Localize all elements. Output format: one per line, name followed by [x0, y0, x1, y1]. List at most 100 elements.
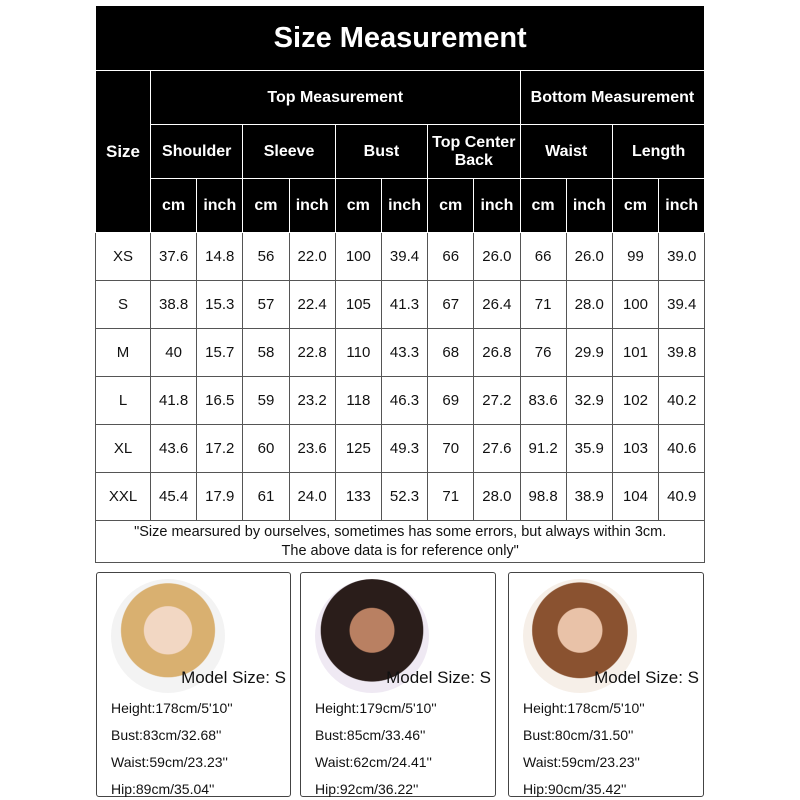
model-detail: Hip:92cm/36.22''	[315, 781, 419, 797]
cell: 17.2	[196, 424, 244, 473]
cell: 40.2	[658, 376, 706, 425]
cell: 49.3	[380, 424, 429, 473]
group-row: Size Top Measurement Bottom Measurement	[95, 70, 706, 233]
cell: 26.0	[473, 232, 521, 281]
column-header: Sleeve	[242, 124, 336, 179]
title-row: Size Measurement	[94, 5, 706, 71]
cell: 52.3	[380, 472, 429, 521]
size-header: Size	[95, 70, 151, 233]
cell: 105	[334, 280, 382, 329]
data-row: XL 43.6 17.2 60 23.6 125 49.3 70 27.6 91.2 35.9 103…	[95, 424, 706, 473]
cell: 66	[519, 232, 567, 281]
cell: 28.0	[565, 280, 613, 329]
cell: 41.3	[380, 280, 429, 329]
size-label: XS	[95, 232, 151, 281]
cell: 24.0	[288, 472, 336, 521]
data-row: S 38.8 15.3 57 22.4 105 41.3 67 26.4 71 28.0 100 39.…	[95, 280, 706, 329]
cell: 26.4	[473, 280, 521, 329]
model-size: Model Size: S	[594, 668, 699, 687]
model-size: Model Size: S	[386, 668, 491, 687]
size-label: S	[95, 280, 151, 329]
model-detail: Bust:80cm/31.50''	[523, 727, 634, 743]
cell: 22.4	[288, 280, 336, 329]
cell: 76	[519, 328, 567, 377]
cell: 28.0	[473, 472, 521, 521]
model-card: Model Size: S Height:179cm/5'10'' Bust:85c…	[300, 572, 496, 797]
model-detail: Waist:59cm/23.23''	[523, 754, 640, 770]
model-detail: Bust:83cm/32.68''	[111, 727, 222, 743]
cell: 38.9	[565, 472, 613, 521]
unit-header: cm	[611, 178, 660, 233]
cell: 57	[242, 280, 290, 329]
cell: 23.6	[288, 424, 336, 473]
note-row: "Size mearsured by ourselves, sometimes …	[94, 520, 706, 563]
cell: 41.8	[149, 376, 198, 425]
cell: 15.7	[196, 328, 244, 377]
note: "Size mearsured by ourselves, sometimes …	[94, 520, 706, 563]
cell: 100	[611, 280, 660, 329]
size-label: M	[95, 328, 151, 377]
group-header: Bottom Measurement	[519, 70, 706, 125]
cell: 27.6	[473, 424, 521, 473]
data-row: L 41.8 16.5 59 23.2 118 46.3 69 27.2 83.6 32.9 102 4…	[95, 376, 706, 425]
model-detail: Height:179cm/5'10''	[315, 700, 437, 716]
cell: 61	[242, 472, 290, 521]
cell: 38.8	[149, 280, 198, 329]
cell: 59	[242, 376, 290, 425]
cell: 39.4	[380, 232, 429, 281]
cell: 68	[427, 328, 475, 377]
unit-header: inch	[288, 178, 336, 233]
cell: 104	[611, 472, 660, 521]
data-row: XXL 45.4 17.9 61 24.0 133 52.3 71 28.0 98.8 38.9 10…	[95, 472, 706, 521]
cell: 40	[149, 328, 198, 377]
cell: 118	[334, 376, 382, 425]
unit-header: inch	[565, 178, 613, 233]
cell: 69	[427, 376, 475, 425]
unit-header: cm	[242, 178, 290, 233]
cell: 58	[242, 328, 290, 377]
cell: 14.8	[196, 232, 244, 281]
unit-header: cm	[519, 178, 567, 233]
model-detail: Height:178cm/5'10''	[111, 700, 233, 716]
cell: 102	[611, 376, 660, 425]
unit-header: inch	[658, 178, 706, 233]
cell: 56	[242, 232, 290, 281]
size-label: XL	[95, 424, 151, 473]
cell: 91.2	[519, 424, 567, 473]
size-table: Size Measurement Size Top Measurement Botto…	[94, 5, 706, 563]
column-header: Shoulder	[149, 124, 244, 179]
cell: 15.3	[196, 280, 244, 329]
cell: 45.4	[149, 472, 198, 521]
cell: 27.2	[473, 376, 521, 425]
cell: 125	[334, 424, 382, 473]
cell: 100	[334, 232, 382, 281]
column-header: Bust	[334, 124, 429, 179]
cell: 39.0	[658, 232, 706, 281]
cell: 71	[427, 472, 475, 521]
size-label: L	[95, 376, 151, 425]
unit-header: cm	[427, 178, 475, 233]
model-size: Model Size: S	[181, 668, 286, 687]
cell: 40.6	[658, 424, 706, 473]
model-detail: Waist:59cm/23.23''	[111, 754, 228, 770]
unit-header: inch	[473, 178, 521, 233]
model-photo	[111, 579, 225, 693]
cell: 22.8	[288, 328, 336, 377]
cell: 39.4	[658, 280, 706, 329]
size-label: XXL	[95, 472, 151, 521]
cell: 70	[427, 424, 475, 473]
cell: 98.8	[519, 472, 567, 521]
data-row: M 40 15.7 58 22.8 110 43.3 68 26.8 76 29.9 101 39.8	[95, 328, 706, 377]
cell: 67	[427, 280, 475, 329]
unit-header: inch	[196, 178, 244, 233]
cell: 43.3	[380, 328, 429, 377]
cell: 71	[519, 280, 567, 329]
unit-header: cm	[149, 178, 198, 233]
cell: 66	[427, 232, 475, 281]
note-line: "Size mearsured by ourselves, sometimes …	[134, 523, 667, 540]
cell: 22.0	[288, 232, 336, 281]
model-card: Model Size: S Height:178cm/5'10'' Bust:80c…	[508, 572, 704, 797]
cell: 32.9	[565, 376, 613, 425]
group-header: Top Measurement	[150, 70, 521, 125]
